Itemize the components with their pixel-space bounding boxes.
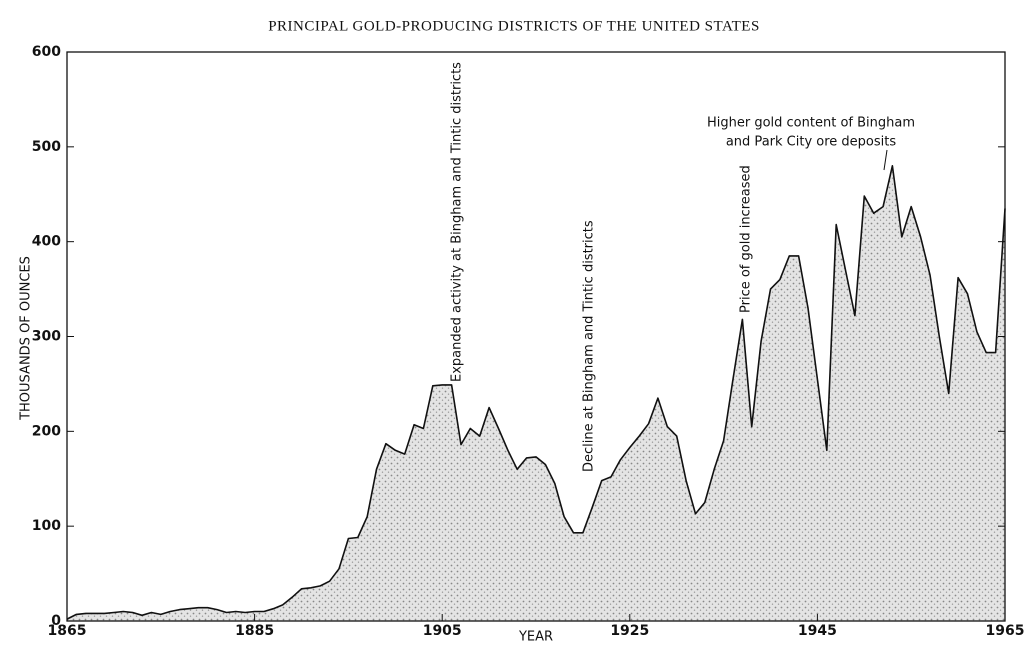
x-tick-label: 1865 [48,623,87,639]
y-tick-label: 0 [51,613,61,629]
annotation: Higher gold content of Bingham [707,116,915,131]
annotation: Decline at Bingham and Tintic districts [582,220,597,472]
annotation: Price of gold increased [739,165,754,313]
x-tick-label: 1965 [986,623,1024,639]
y-tick-label: 600 [32,44,61,60]
x-tick-label: 1905 [423,623,462,639]
annotation: Expanded activity at Bingham and Tintic … [450,62,465,382]
y-tick-label: 300 [32,329,61,345]
annotation-leader [883,149,888,171]
x-tick-label: 1885 [235,623,274,639]
x-axis-label: YEAR [518,630,553,645]
line [66,165,1006,620]
area [67,165,1005,622]
y-tick-label: 400 [32,234,61,250]
y-tick-label: 100 [32,518,61,534]
x-tick-label: 1925 [610,623,649,639]
annotation: and Park City ore deposits [726,135,897,150]
x-tick-label: 1945 [798,623,837,639]
y-tick-label: 500 [32,139,61,155]
y-tick-label: 200 [32,423,61,439]
y-axis-label: THOUSANDS OF OUNCES [19,256,34,421]
chart-title: PRINCIPAL GOLD-PRODUCING DISTRICTS OF TH… [268,18,760,34]
plot-area [66,165,1006,622]
